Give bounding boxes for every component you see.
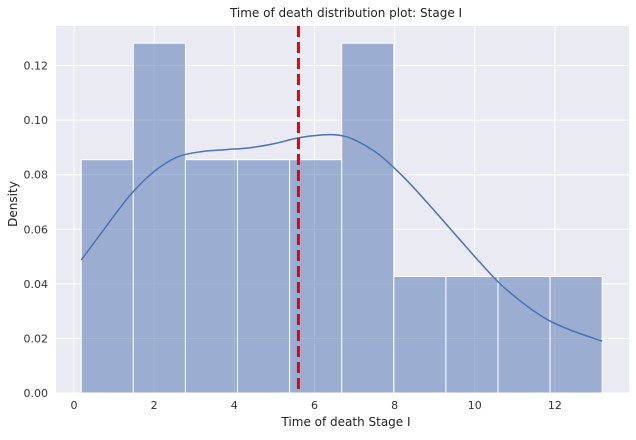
x-tick-label: 0 <box>71 399 78 412</box>
x-axis-label: Time of death Stage I <box>280 415 410 429</box>
y-tick-label: 0.12 <box>24 60 49 73</box>
histogram-bars <box>80 42 603 394</box>
histogram-bar <box>497 275 551 394</box>
histogram-bar <box>80 159 134 394</box>
y-tick-label: 0.02 <box>24 332 49 345</box>
kde-curve <box>80 133 603 342</box>
y-tick-label: 0.06 <box>24 223 49 236</box>
x-tick-label: 10 <box>468 399 482 412</box>
x-tick-label: 2 <box>151 399 158 412</box>
x-tick-label: 12 <box>548 399 562 412</box>
chart-title: Time of death distribution plot: Stage I <box>229 6 462 20</box>
y-tick-label: 0.08 <box>24 169 49 182</box>
y-tick-label: 0.04 <box>24 278 49 291</box>
y-axis-label: Density <box>6 181 20 227</box>
histogram-bar <box>132 42 186 394</box>
histogram-bar <box>549 275 603 394</box>
x-tick-label: 8 <box>391 399 398 412</box>
y-tick-label: 0.00 <box>24 387 49 400</box>
x-tick-label: 6 <box>311 399 318 412</box>
tick-labels: 0 2 4 6 8 10 12 0.00 0.02 0.04 0.06 0.08 0.10 0.12 <box>24 60 562 412</box>
histogram-bar <box>341 42 395 394</box>
histogram-bar <box>237 159 291 394</box>
kde-curve-group <box>80 133 603 342</box>
y-tick-label: 0.10 <box>24 114 49 127</box>
histogram-bar <box>393 275 447 394</box>
histogram-bar <box>445 275 499 394</box>
histogram-bar <box>184 159 239 394</box>
x-tick-label: 4 <box>231 399 238 412</box>
